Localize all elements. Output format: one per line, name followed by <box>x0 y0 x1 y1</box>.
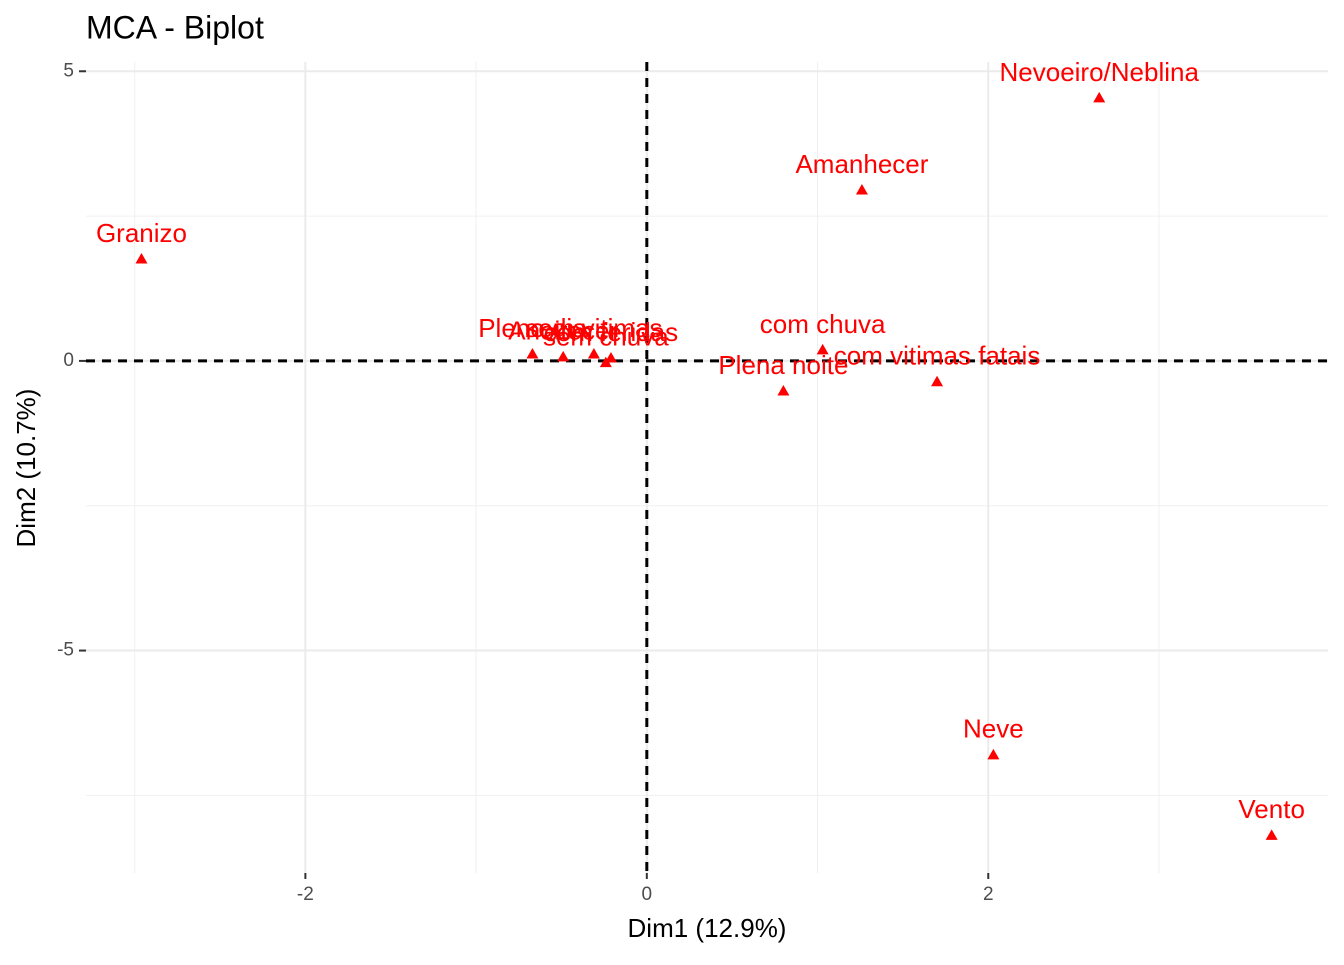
point-label: Granizo <box>96 218 187 248</box>
x-axis-label: Dim1 (12.9%) <box>628 913 787 943</box>
point <box>931 375 944 387</box>
point <box>987 748 1000 760</box>
point <box>604 352 617 363</box>
chart-title: MCA - Biplot <box>86 9 264 45</box>
y-tick-label: 0 <box>63 350 74 371</box>
y-tick-label: 5 <box>63 60 74 81</box>
point-label: sem vitimas <box>525 313 662 343</box>
point-label: Nevoeiro/Neblina <box>1000 57 1200 87</box>
point <box>599 356 612 368</box>
x-tick-label: 2 <box>983 884 994 905</box>
point-label: Plena noite <box>718 350 848 380</box>
y-axis-label: Dim2 (10.7%) <box>11 389 41 548</box>
point-label: com vitimas fatais <box>834 341 1041 371</box>
point <box>777 385 790 396</box>
point-label: Pleno dia <box>478 313 587 343</box>
point-label: Neve <box>963 714 1024 744</box>
point-label: Vento <box>1238 794 1305 824</box>
x-tick-label: -2 <box>297 884 314 905</box>
point-label: com chuva <box>760 309 886 339</box>
point <box>587 347 600 359</box>
point <box>1093 91 1106 103</box>
y-tick-label: -5 <box>57 640 74 661</box>
x-tick-label: 0 <box>642 884 653 905</box>
point <box>855 184 868 195</box>
point <box>135 252 148 264</box>
point-label: com feridas <box>544 317 678 347</box>
point-label: Anoitecer <box>508 316 618 346</box>
point <box>526 347 539 359</box>
point-label: Amanhecer <box>795 149 928 179</box>
point <box>1265 829 1278 840</box>
point-label: sem chuva <box>543 322 669 352</box>
point <box>557 350 570 362</box>
point <box>816 343 829 355</box>
